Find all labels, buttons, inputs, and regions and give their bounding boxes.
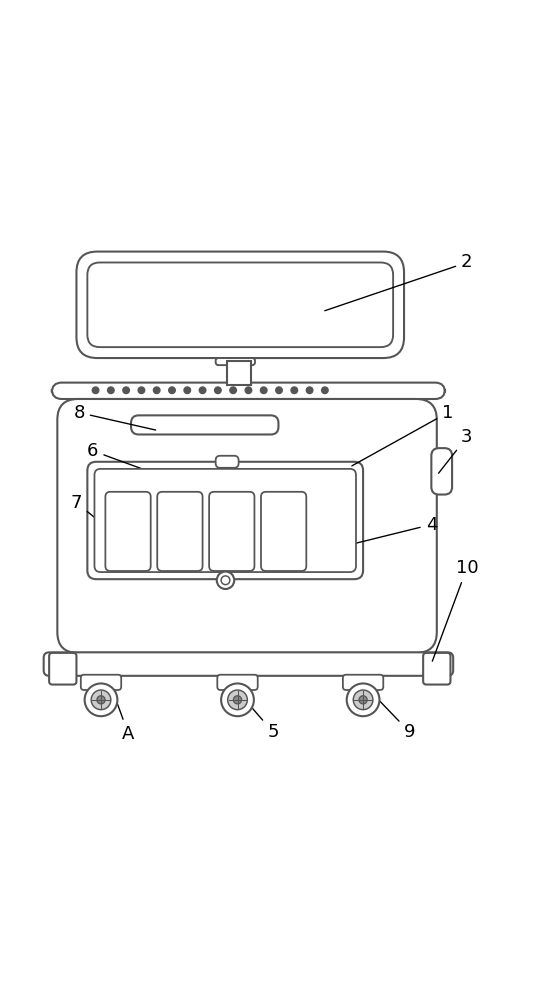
Circle shape: [245, 387, 252, 394]
FancyBboxPatch shape: [76, 252, 404, 358]
Text: 3: 3: [438, 428, 473, 473]
Circle shape: [92, 387, 99, 394]
FancyBboxPatch shape: [216, 456, 239, 468]
Circle shape: [359, 696, 367, 704]
Circle shape: [347, 683, 379, 716]
Circle shape: [322, 387, 328, 394]
FancyBboxPatch shape: [105, 492, 151, 571]
Circle shape: [153, 387, 160, 394]
Text: 9: 9: [373, 694, 416, 741]
FancyBboxPatch shape: [44, 652, 453, 676]
FancyBboxPatch shape: [157, 492, 203, 571]
Text: 8: 8: [74, 404, 156, 430]
FancyBboxPatch shape: [423, 653, 450, 685]
Circle shape: [221, 576, 230, 585]
Circle shape: [199, 387, 206, 394]
FancyBboxPatch shape: [57, 399, 437, 653]
FancyBboxPatch shape: [261, 492, 306, 571]
Polygon shape: [227, 361, 251, 385]
FancyBboxPatch shape: [209, 492, 254, 571]
FancyBboxPatch shape: [81, 675, 121, 690]
FancyBboxPatch shape: [343, 675, 383, 690]
Circle shape: [221, 683, 254, 716]
Text: 6: 6: [87, 442, 153, 473]
Circle shape: [85, 683, 117, 716]
FancyBboxPatch shape: [87, 462, 363, 579]
Text: 7: 7: [70, 494, 118, 536]
Circle shape: [108, 387, 114, 394]
Circle shape: [138, 387, 145, 394]
Circle shape: [228, 690, 247, 710]
Text: A: A: [110, 684, 134, 743]
FancyBboxPatch shape: [52, 383, 445, 399]
FancyBboxPatch shape: [216, 358, 255, 365]
Text: 10: 10: [432, 559, 478, 661]
Text: 2: 2: [325, 253, 473, 311]
Circle shape: [276, 387, 282, 394]
FancyBboxPatch shape: [87, 262, 393, 347]
Text: 1: 1: [352, 404, 453, 466]
Text: 4: 4: [346, 516, 437, 546]
Circle shape: [353, 690, 373, 710]
Circle shape: [233, 696, 241, 704]
Circle shape: [260, 387, 267, 394]
Circle shape: [169, 387, 175, 394]
FancyBboxPatch shape: [131, 415, 278, 434]
Circle shape: [91, 690, 111, 710]
Circle shape: [291, 387, 298, 394]
Text: 5: 5: [239, 693, 279, 741]
Circle shape: [306, 387, 313, 394]
Circle shape: [215, 387, 221, 394]
Circle shape: [184, 387, 191, 394]
Circle shape: [97, 696, 105, 704]
FancyBboxPatch shape: [94, 469, 356, 572]
FancyBboxPatch shape: [49, 653, 76, 685]
Circle shape: [230, 387, 236, 394]
Circle shape: [217, 572, 234, 589]
FancyBboxPatch shape: [431, 448, 452, 495]
Circle shape: [123, 387, 129, 394]
FancyBboxPatch shape: [217, 675, 258, 690]
